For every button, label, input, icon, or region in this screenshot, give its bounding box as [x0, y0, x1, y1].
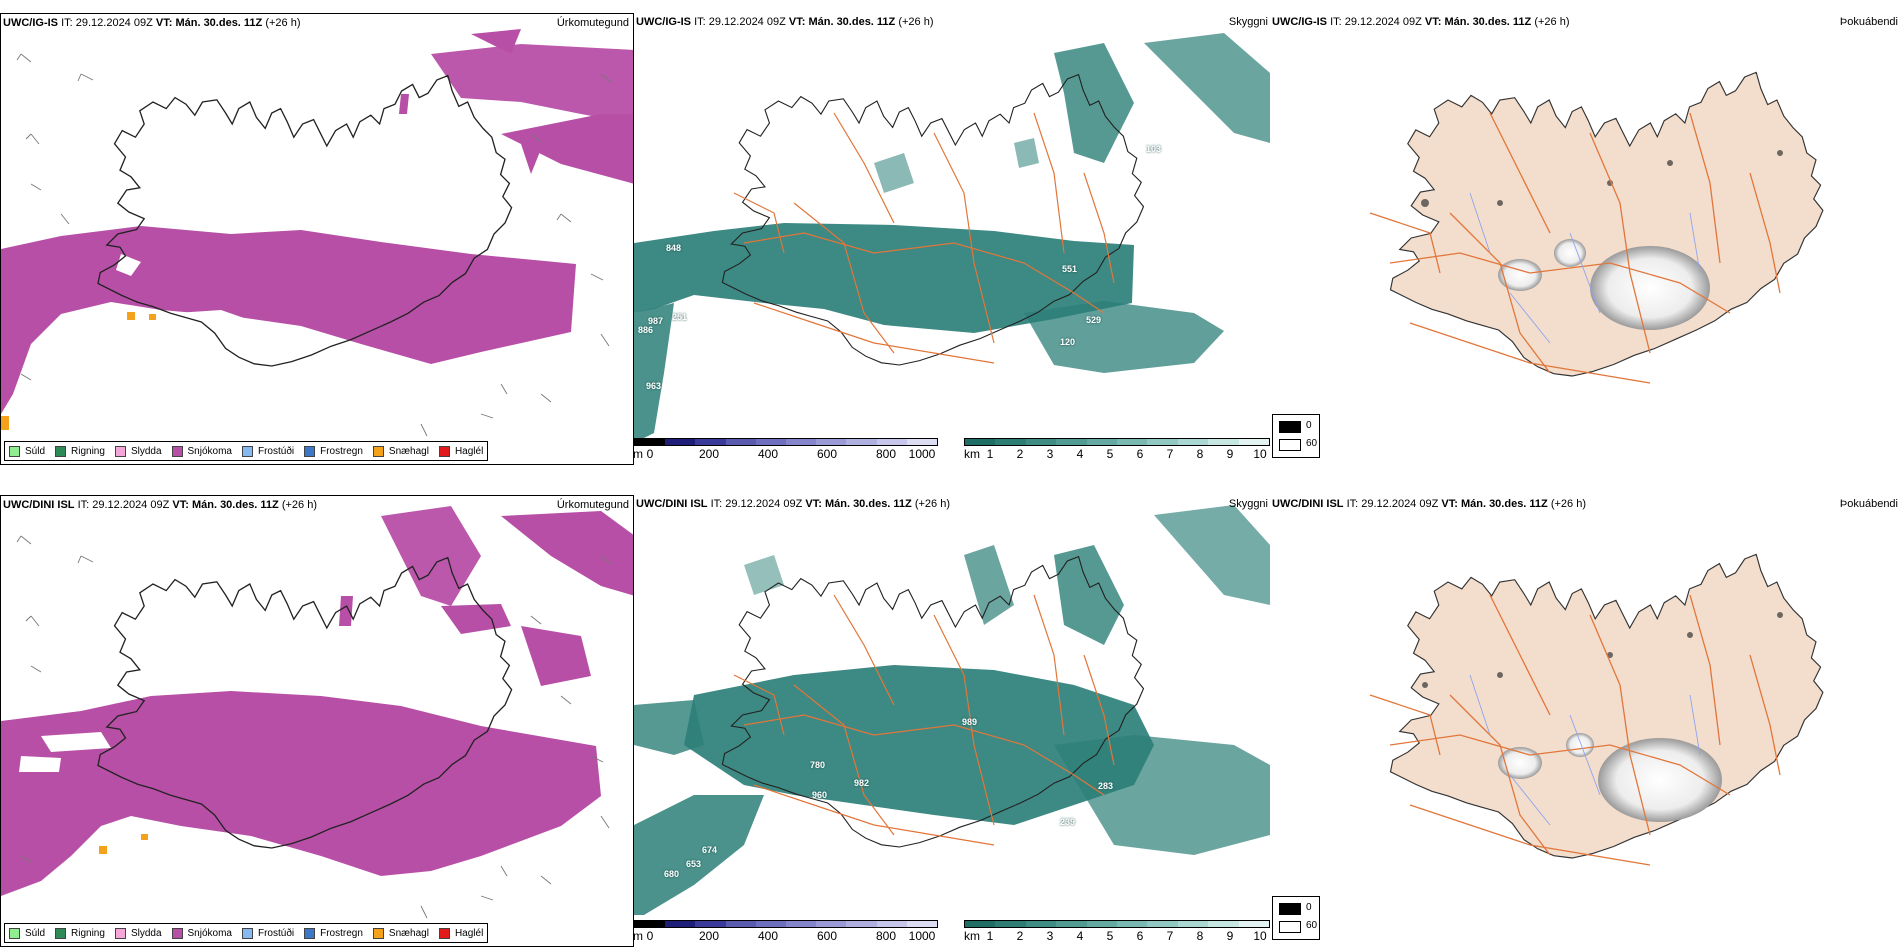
precip-type-panel-ig: UWC/IG-IS IT: 29.12.2024 09Z VT: Mán. 30… [0, 13, 634, 465]
roads [733, 112, 1115, 364]
roads [733, 594, 1115, 846]
height-number: 963 [646, 381, 662, 391]
height-number: 251 [672, 312, 688, 322]
height-number: 653 [686, 859, 702, 869]
visibility-colorbar: km 1 2 3 4 5 6 7 8 9 10 [964, 920, 1270, 943]
fog-areas [1498, 733, 1722, 822]
legend-swatch [9, 445, 20, 457]
height-number: 551 [1062, 264, 1078, 274]
panel-header: UWC/IG-IS IT: 29.12.2024 09Z VT: Mán. 30… [636, 16, 934, 28]
fog-legend: 0 60 [1272, 896, 1320, 940]
height-number: 780 [810, 760, 826, 770]
visibility-map [634, 505, 1270, 915]
panel-header: UWC/DINI ISL IT: 29.12.2024 09Z VT: Mán.… [636, 498, 951, 510]
height-number: 886 [638, 325, 654, 335]
height-number: 987 [648, 316, 664, 326]
fog-legend: 0 60 [1272, 414, 1320, 458]
panel-title: Skyggni [1228, 16, 1268, 28]
height-number: 982 [854, 778, 870, 788]
precip-type-panel-dini: UWC/DINI ISL IT: 29.12.2024 09Z VT: Mán.… [0, 495, 634, 947]
wind-barbs [16, 535, 612, 919]
precip-type-map [1, 506, 633, 919]
height-number: 674 [702, 845, 718, 855]
height-colorbar: m 0 200 400 600 800 1000 [634, 920, 938, 943]
fog-panel-dini: UWC/DINI ISL IT: 29.12.2024 09Z VT: Mán.… [1270, 495, 1900, 947]
visibility-panel-dini: UWC/DINI ISL IT: 29.12.2024 09Z VT: Mán.… [634, 495, 1270, 947]
height-number: 989 [962, 717, 978, 727]
panel-title: Úrkomutegund [556, 17, 629, 29]
roads [1369, 594, 1781, 866]
height-number: 529 [1086, 315, 1102, 325]
low-visibility-areas [634, 33, 1270, 443]
panel-title: Skyggni [1228, 498, 1268, 510]
fog-panel-ig: UWC/IG-IS IT: 29.12.2024 09Z VT: Mán. 30… [1270, 13, 1900, 465]
panel-title: Þokuábendi [1839, 498, 1898, 510]
precip-legend: Súld Rigning Slydda Snjókoma Frostúði Fr… [4, 923, 489, 943]
panel-header: UWC/DINI ISL IT: 29.12.2024 09Z VT: Mán.… [1272, 498, 1587, 510]
colorbar-unit: m [634, 447, 643, 461]
height-number: 120 [1060, 337, 1076, 347]
height-number: 960 [812, 790, 828, 800]
panel-header: UWC/IG-IS IT: 29.12.2024 09Z VT: Mán. 30… [3, 17, 301, 29]
panel-header: UWC/IG-IS IT: 29.12.2024 09Z VT: Mán. 30… [1272, 16, 1570, 28]
fog-map [1369, 71, 1824, 384]
visibility-map [634, 33, 1270, 443]
height-number: 283 [1098, 781, 1114, 791]
height-number: 239 [1060, 817, 1076, 827]
snow-areas [1, 29, 633, 414]
fog-areas [1498, 239, 1710, 330]
low-visibility-areas [634, 505, 1270, 915]
height-number: 103 [1146, 144, 1162, 154]
precip-legend: Súld Rigning Slydda Snjókoma Frostúði Fr… [4, 441, 489, 461]
height-number: 848 [666, 243, 682, 253]
snow-areas [1, 506, 633, 896]
height-colorbar: m 0 200 400 600 800 1000 [634, 438, 938, 461]
roads [1369, 112, 1781, 384]
wind-barbs [16, 53, 612, 437]
fog-map [1369, 553, 1824, 866]
precip-type-map [1, 29, 633, 437]
visibility-colorbar: km 1 2 3 4 5 6 7 8 9 10 [964, 438, 1270, 461]
panel-title: Þokuábendi [1839, 16, 1898, 28]
panel-header: UWC/DINI ISL IT: 29.12.2024 09Z VT: Mán.… [3, 499, 318, 511]
height-number: 680 [664, 869, 680, 879]
panel-title: Úrkomutegund [556, 499, 629, 511]
visibility-panel-ig: UWC/IG-IS IT: 29.12.2024 09Z VT: Mán. 30… [634, 13, 1270, 465]
